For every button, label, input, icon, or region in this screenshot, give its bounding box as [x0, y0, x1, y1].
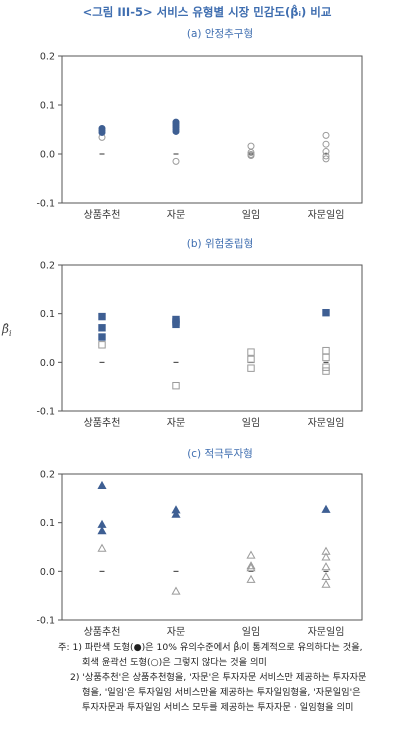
- insignificant-point-b: [322, 363, 330, 371]
- insignificant-point-a: [247, 151, 255, 159]
- note-line-2: 회색 윤곽선 도형(○)은 그렇지 않다는 것을 의미: [82, 657, 267, 668]
- note-line-3: 2) '상품추천'은 상품추천형을, '자문'은 투자자문 서비스만 제공하는 …: [70, 672, 367, 683]
- significant-point-a: [172, 127, 180, 135]
- x-tick-label-b: 일임: [242, 416, 260, 429]
- insignificant-point-b: [98, 341, 106, 349]
- x-tick-label-c: 일임: [242, 625, 260, 638]
- insignificant-point-b: [322, 346, 330, 355]
- y-tick-label-a: 0.0: [40, 150, 55, 161]
- y-tick-label-c: -0.1: [36, 616, 55, 627]
- insignificant-point-a: [322, 152, 330, 160]
- insignificant-point-c: [246, 574, 256, 583]
- significant-point-b: [322, 308, 330, 317]
- x-tick-label-c: 상품추천: [84, 626, 121, 638]
- x-tick-label-b: 상품추천: [84, 417, 121, 429]
- y-tick-label-c: 0.0: [40, 567, 55, 578]
- plot-frame-b: [61, 264, 363, 412]
- y-tick-label-a: 0.1: [40, 101, 55, 112]
- y-tick-label-b: 0.0: [40, 358, 55, 369]
- significant-point-c: [321, 504, 331, 513]
- insignificant-point-b: [172, 381, 180, 390]
- footnotes: 주: 1) 파란색 도형(●)은 10% 유의수준에서 β̂ᵢ이 통계적으로 유…: [58, 640, 408, 715]
- insignificant-point-c: [246, 563, 256, 572]
- y-axis-label-main: β̂: [2, 322, 9, 336]
- insignificant-point-a: [322, 131, 330, 139]
- y-tick-label-b: 0.2: [40, 261, 55, 272]
- note-line-5: 투자자문과 투자일임 서비스 모두를 제공하는 투자자문 · 일임형을 의미: [82, 702, 354, 713]
- insignificant-point-b: [322, 353, 330, 362]
- y-tick-label-a: 0.2: [40, 52, 55, 63]
- x-tick-label-b: 자문일임: [308, 416, 345, 429]
- insignificant-point-b: [247, 355, 255, 364]
- y-tick-label-c: 0.2: [40, 470, 55, 481]
- significant-point-b: [172, 320, 180, 329]
- panel-title-b: (b) 위험중립형: [186, 238, 254, 250]
- significant-point-b: [98, 312, 106, 321]
- insignificant-point-c: [246, 550, 256, 559]
- x-tick-label-a: 상품추천: [84, 209, 121, 221]
- insignificant-point-c: [171, 586, 181, 595]
- y-tick-label-b: -0.1: [36, 407, 55, 418]
- y-axis-label: β̂i: [2, 322, 12, 338]
- x-tick-label-c: 자문: [167, 626, 185, 638]
- panel-title-a: (a) 안정추구형: [186, 28, 254, 40]
- significant-point-b: [98, 333, 106, 341]
- insignificant-point-a: [247, 142, 255, 150]
- significant-point-c: [97, 480, 107, 489]
- significant-point-a: [98, 128, 106, 136]
- note-line-1: 주: 1) 파란색 도형(●)은 10% 유의수준에서 β̂ᵢ이 통계적으로 유…: [58, 642, 363, 653]
- insignificant-point-c: [321, 579, 331, 588]
- insignificant-point-c: [97, 543, 107, 552]
- significant-point-b: [98, 324, 106, 332]
- insignificant-point-b: [247, 364, 255, 372]
- y-axis-label-subscript: i: [8, 329, 12, 338]
- panel-title-c: (c) 적극투자형: [187, 448, 253, 460]
- y-tick-label-c: 0.1: [40, 518, 55, 529]
- significant-point-c: [97, 526, 107, 535]
- x-tick-label-b: 자문: [167, 417, 185, 429]
- insignificant-point-c: [321, 571, 331, 580]
- figure-title: <그림 III-5> 서비스 유형별 시장 민감도(β̂ᵢ) 비교: [82, 5, 332, 19]
- note-line-4: 형을, '일임'은 투자일임 서비스만을 제공하는 투자일임형을, '자문일임'…: [82, 687, 361, 698]
- insignificant-point-a: [322, 155, 330, 163]
- plot-frame-a: [61, 55, 363, 204]
- x-tick-label-c: 자문일임: [308, 625, 345, 638]
- significant-point-c: [171, 509, 181, 518]
- insignificant-point-a: [172, 157, 180, 165]
- insignificant-point-c: [321, 552, 331, 561]
- insignificant-point-a: [247, 149, 255, 157]
- insignificant-point-b: [247, 348, 255, 356]
- plot-frame-c: [61, 473, 363, 621]
- insignificant-point-b: [322, 367, 330, 375]
- x-tick-label-a: 일임: [242, 208, 260, 221]
- y-tick-label-a: -0.1: [36, 199, 55, 210]
- insignificant-point-c: [321, 562, 331, 571]
- insignificant-point-a: [322, 148, 330, 156]
- insignificant-point-c: [246, 561, 256, 570]
- x-tick-label-a: 자문: [167, 209, 185, 221]
- y-tick-label-b: 0.1: [40, 309, 55, 320]
- insignificant-point-a: [322, 140, 330, 148]
- x-tick-label-a: 자문일임: [308, 208, 345, 221]
